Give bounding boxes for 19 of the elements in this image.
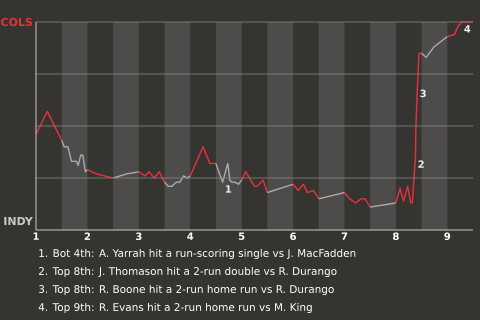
x-tick-label: 2: [84, 232, 90, 240]
x-tick-label: 6: [290, 232, 296, 240]
x-tick-label: 4: [187, 232, 194, 240]
x-tick-label: 3: [136, 232, 142, 240]
text: 3. Top 8th: R. Boone hit a 2-run home run vs R. Durango: [38, 284, 334, 296]
text: 4. Top 9th: R. Evans hit a 2-run home run vs M. King: [38, 302, 312, 314]
text: 1. Bot 4th: A. Yarrah hit a run-scoring single vs J. MacFadden: [39, 248, 356, 260]
x-tick-label: 9: [444, 232, 450, 240]
x-tick-label: 5: [238, 232, 244, 240]
annotation: 1: [226, 185, 232, 193]
x-tick-label: 8: [393, 232, 399, 240]
x-tick-label: 7: [342, 232, 348, 240]
annotation: 4: [464, 25, 470, 32]
annotation: 2: [418, 160, 424, 168]
text: COLS: [1, 18, 32, 26]
x-tick-label: 1: [34, 232, 39, 240]
text: INDY: [4, 217, 33, 225]
text: 2. Top 8th: J. Thomason hit a 2-run double vs R. Durango: [38, 266, 337, 278]
annotation: 3: [420, 90, 426, 98]
